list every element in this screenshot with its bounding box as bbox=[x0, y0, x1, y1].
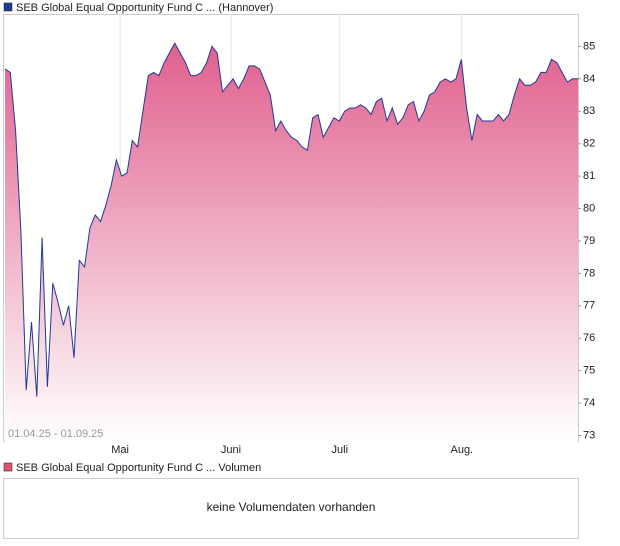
y-tick-label: 76 bbox=[583, 332, 595, 344]
line bbox=[4, 42, 578, 397]
y-tick-label: 80 bbox=[583, 202, 595, 214]
y-tick-label: 82 bbox=[583, 138, 595, 150]
y-tick-label: 83 bbox=[583, 105, 595, 117]
y-tick-label: 78 bbox=[583, 267, 595, 279]
y-tick-label: 74 bbox=[583, 397, 595, 409]
y-tick-label: 81 bbox=[583, 170, 595, 182]
legend-swatch bbox=[3, 462, 13, 472]
volume-panel bbox=[3, 478, 579, 539]
legend-swatch bbox=[3, 2, 13, 12]
y-tick-label: 77 bbox=[583, 300, 595, 312]
volume-message: keine Volumendaten vorhanden bbox=[207, 500, 376, 514]
legend-label: SEB Global Equal Opportunity Fund C ... … bbox=[16, 2, 273, 14]
x-tick-label: Aug. bbox=[450, 444, 473, 456]
y-tick-label: 79 bbox=[583, 235, 595, 247]
y-tick-label: 75 bbox=[583, 365, 595, 377]
y-tick-label: 85 bbox=[583, 40, 595, 52]
x-tick-label: Mai bbox=[111, 444, 129, 456]
volume-legend: SEB Global Equal Opportunity Fund C ... … bbox=[16, 462, 261, 474]
area bbox=[5, 43, 578, 442]
x-tick-label: Juni bbox=[221, 444, 241, 456]
y-tick-label: 84 bbox=[583, 73, 595, 85]
y-tick-label: 73 bbox=[583, 429, 595, 441]
date-range: 01.04.25 - 01.09.25 bbox=[8, 428, 103, 440]
x-tick-label: Juli bbox=[332, 444, 349, 456]
